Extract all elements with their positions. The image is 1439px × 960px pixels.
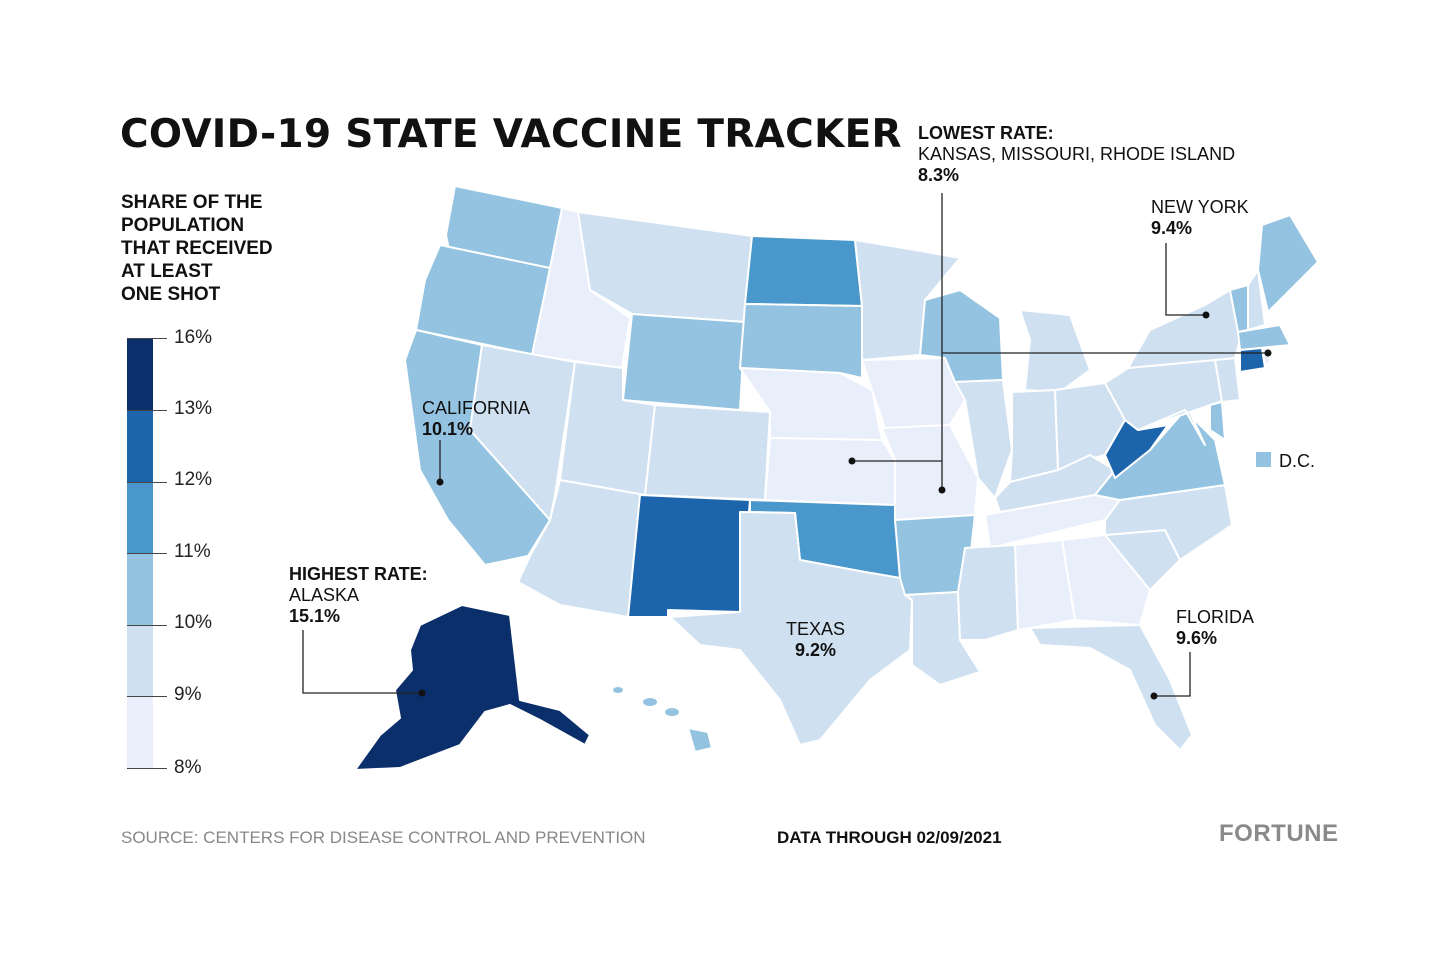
callout-texas: TEXAS 9.2%	[786, 619, 845, 661]
legend-tick	[127, 625, 167, 626]
legend-tick	[127, 338, 167, 339]
state-wyoming	[622, 313, 746, 411]
legend-label: 8%	[174, 757, 202, 778]
legend-label: 16%	[174, 327, 213, 348]
legend-tick	[127, 553, 167, 554]
legend-label: 12%	[174, 469, 213, 490]
alaska-dot	[418, 689, 426, 697]
florida-dot	[1150, 692, 1158, 700]
state-missouri	[881, 424, 979, 521]
kansas-dot	[848, 457, 856, 465]
dc-label: D.C.	[1279, 451, 1315, 471]
florida-value: 9.6%	[1176, 628, 1218, 648]
legend-title-line: THAT RECEIVED	[121, 238, 273, 259]
legend-title: SHARE OF THE POPULATION THAT RECEIVED AT…	[121, 191, 321, 306]
legend-label: 11%	[174, 541, 211, 562]
alaska-name: ALASKA	[289, 585, 360, 605]
state-new-york	[1127, 289, 1241, 369]
chart-title: COVID-19 STATE VACCINE TRACKER	[120, 112, 902, 157]
legend-swatch-8-9	[127, 696, 153, 768]
legend-label: 10%	[174, 612, 213, 633]
state-connecticut	[1239, 347, 1266, 373]
callout-california: CALIFORNIA 10.1%	[422, 398, 530, 440]
rhode-island-dot	[1264, 349, 1272, 357]
legend-color-scale	[127, 338, 153, 768]
missouri-dot	[938, 486, 946, 494]
legend-title-line: AT LEAST	[121, 261, 213, 282]
legend-label: 9%	[174, 684, 202, 705]
new-york-leader	[1165, 243, 1206, 316]
callout-lines	[302, 193, 1268, 697]
callout-highest-rate: HIGHEST RATE: ALASKA 15.1%	[289, 564, 428, 627]
state-delaware	[1209, 401, 1226, 441]
texas-value: 9.2%	[795, 640, 837, 660]
state-north-dakota	[744, 235, 863, 307]
state-texas	[669, 511, 913, 746]
alaska-leader	[302, 630, 422, 694]
legend-title-line: SHARE OF THE	[121, 192, 263, 213]
new-york-value: 9.4%	[1151, 218, 1193, 238]
state-kansas	[764, 437, 896, 506]
legend-tick	[127, 410, 167, 411]
dc-swatch	[1256, 452, 1271, 467]
state-hawaii	[611, 685, 713, 753]
state-alaska	[354, 604, 591, 771]
callout-florida: FLORIDA 9.6%	[1176, 607, 1254, 649]
fortune-logo: FORTUNE	[1219, 820, 1339, 847]
state-mississippi	[957, 544, 1019, 641]
state-new-hampshire	[1247, 269, 1266, 331]
callout-dots	[418, 311, 1272, 700]
lowest-rate-value: 8.3%	[918, 165, 960, 185]
florida-name: FLORIDA	[1176, 607, 1255, 627]
legend-title-line: POPULATION	[121, 215, 245, 236]
state-indiana	[1009, 389, 1059, 483]
state-georgia	[1061, 534, 1151, 626]
lowest-rate-states: KANSAS, MISSOURI, RHODE ISLAND	[918, 144, 1236, 164]
legend-tick	[127, 768, 167, 769]
texas-name: TEXAS	[786, 619, 846, 639]
legend-tick	[127, 482, 167, 483]
state-alabama	[1014, 539, 1076, 631]
state-new-mexico	[627, 494, 751, 618]
data-through: DATA THROUGH 02/09/2021	[777, 828, 1002, 847]
legend-title-line: ONE SHOT	[121, 284, 221, 305]
state-massachusetts	[1237, 324, 1291, 351]
new-york-dot	[1202, 311, 1210, 319]
state-michigan	[1019, 309, 1091, 393]
state-maryland	[1137, 409, 1206, 446]
state-colorado	[644, 404, 771, 501]
legend-swatch-11-12	[127, 482, 153, 553]
legend-swatch-10-11	[127, 553, 153, 625]
california-dot	[436, 478, 444, 486]
state-florida	[1029, 624, 1193, 751]
california-name: CALIFORNIA	[422, 398, 531, 418]
callout-lowest-rate: LOWEST RATE: KANSAS, MISSOURI, RHODE ISL…	[918, 123, 1235, 186]
source-note: SOURCE: CENTERS FOR DISEASE CONTROL AND …	[121, 828, 646, 847]
florida-leader	[1154, 652, 1191, 697]
callout-new-york: NEW YORK 9.4%	[1151, 197, 1249, 239]
state-maine	[1257, 214, 1319, 313]
california-value: 10.1%	[422, 419, 474, 439]
legend-swatch-13-16	[127, 338, 153, 410]
legend-label: 13%	[174, 398, 213, 419]
alaska-value: 15.1%	[289, 606, 341, 626]
highest-rate-heading: HIGHEST RATE:	[289, 564, 428, 584]
state-south-dakota	[739, 303, 863, 379]
legend-tick	[127, 696, 167, 697]
lowest-rate-heading: LOWEST RATE:	[918, 123, 1054, 143]
legend-swatch-9-10	[127, 625, 153, 696]
legend-swatch-12-13	[127, 410, 153, 482]
new-york-name: NEW YORK	[1151, 197, 1249, 217]
